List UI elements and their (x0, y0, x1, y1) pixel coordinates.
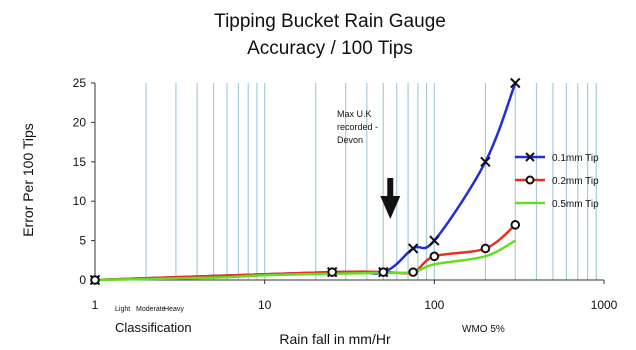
series-line-3 (94, 239, 516, 282)
classification-small-label: Moderate (136, 306, 166, 313)
circle-marker (510, 220, 521, 230)
circle-marker (378, 267, 389, 277)
series-markers (89, 77, 521, 286)
legend-label: 0.5mm Tip (552, 199, 599, 210)
x-tick-label: 1 (92, 298, 99, 312)
circle-marker (327, 267, 337, 277)
legend-circle-marker (525, 175, 535, 185)
y-tick-label: 25 (73, 76, 87, 90)
x-axis-ticks: 1 10 100 1000 (92, 280, 618, 312)
x-marker (510, 77, 521, 89)
legend-label: 0.2mm Tip (552, 176, 599, 187)
legend-label: 0.1mm Tip (552, 153, 599, 164)
y-tick-label: 5 (79, 234, 86, 248)
max-uk-annotation-line: Max U.K (337, 109, 372, 119)
y-tick-label: 15 (73, 155, 87, 169)
chart-legend: 0.1mm Tip 0.2mm Tip 0.5mm Tip (515, 152, 599, 210)
max-uk-annotation-line: Devon (337, 135, 363, 145)
circle-marker (408, 267, 418, 277)
circle-marker (480, 243, 491, 254)
plot-area (94, 83, 604, 281)
arrow-head (380, 196, 401, 219)
chart-title-line-2: Accuracy / 100 Tips (247, 38, 413, 59)
classification-small-label: Heavy (164, 306, 184, 313)
circle-marker (90, 275, 100, 285)
y-axis-label: Error Per 100 Tips (20, 123, 36, 237)
x-marker (407, 243, 419, 254)
y-tick-label: 10 (73, 194, 87, 208)
classification-small-label: Light (115, 306, 130, 313)
arrow-shaft (387, 178, 394, 196)
y-tick-label: 20 (73, 115, 87, 129)
x-tick-label: 10 (258, 298, 272, 312)
vertical-grid (145, 83, 597, 280)
y-tick-label: 0 (79, 273, 86, 287)
series-line-2 (94, 223, 517, 282)
x-marker (429, 235, 440, 246)
wmo-label: WMO 5% (462, 324, 505, 335)
circle-marker (429, 251, 440, 262)
chart-annotations: Max U.K recorded - Devon Light ModerateHeavy… (115, 109, 505, 335)
x-axis-label: Rain fall in mm/Hr (279, 331, 391, 347)
x-tick-label: 100 (424, 298, 444, 312)
x-marker (480, 156, 491, 168)
x-tick-label: 1000 (591, 298, 618, 312)
max-uk-annotation-line: recorded - (337, 122, 378, 132)
classification-label: Classification (115, 320, 192, 335)
series-lines (94, 82, 517, 282)
legend-x-marker (525, 152, 535, 162)
chart-title-line-1: Tipping Bucket Rain Gauge (214, 11, 446, 32)
series-line-1 (94, 82, 517, 282)
y-axis-ticks: 0 5 10 15 20 25 (73, 76, 95, 287)
